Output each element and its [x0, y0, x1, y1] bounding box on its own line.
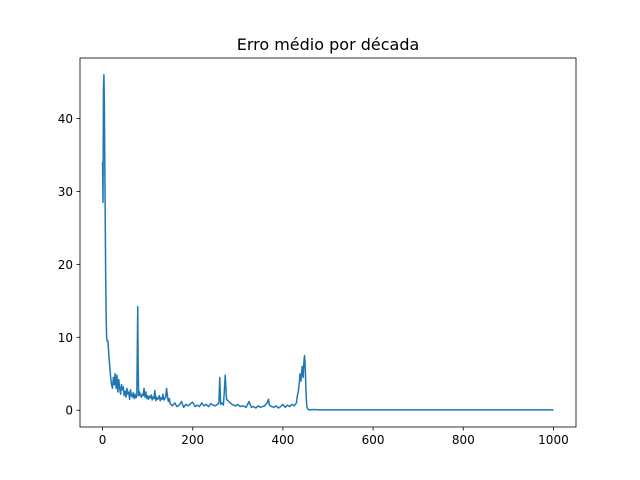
plot-area: 0 200 400 600 800 1000 0 10 20 30 40: [58, 57, 577, 447]
x-tick-label: 1000: [538, 433, 569, 447]
x-tick-label: 200: [181, 433, 204, 447]
x-tick-label: 400: [271, 433, 294, 447]
y-tick-label: 40: [58, 112, 73, 126]
x-tick-label: 800: [452, 433, 475, 447]
y-tick-label: 0: [65, 404, 73, 418]
x-tick-label: 0: [99, 433, 107, 447]
series-line-0: [101, 74, 554, 411]
plot-frame: [79, 57, 577, 428]
y-tick-label: 30: [58, 185, 73, 199]
y-tick-label: 20: [58, 258, 73, 272]
y-tick-label: 10: [58, 331, 73, 345]
chart-title: Erro médio por década: [237, 35, 420, 54]
x-tick-label: 600: [362, 433, 385, 447]
